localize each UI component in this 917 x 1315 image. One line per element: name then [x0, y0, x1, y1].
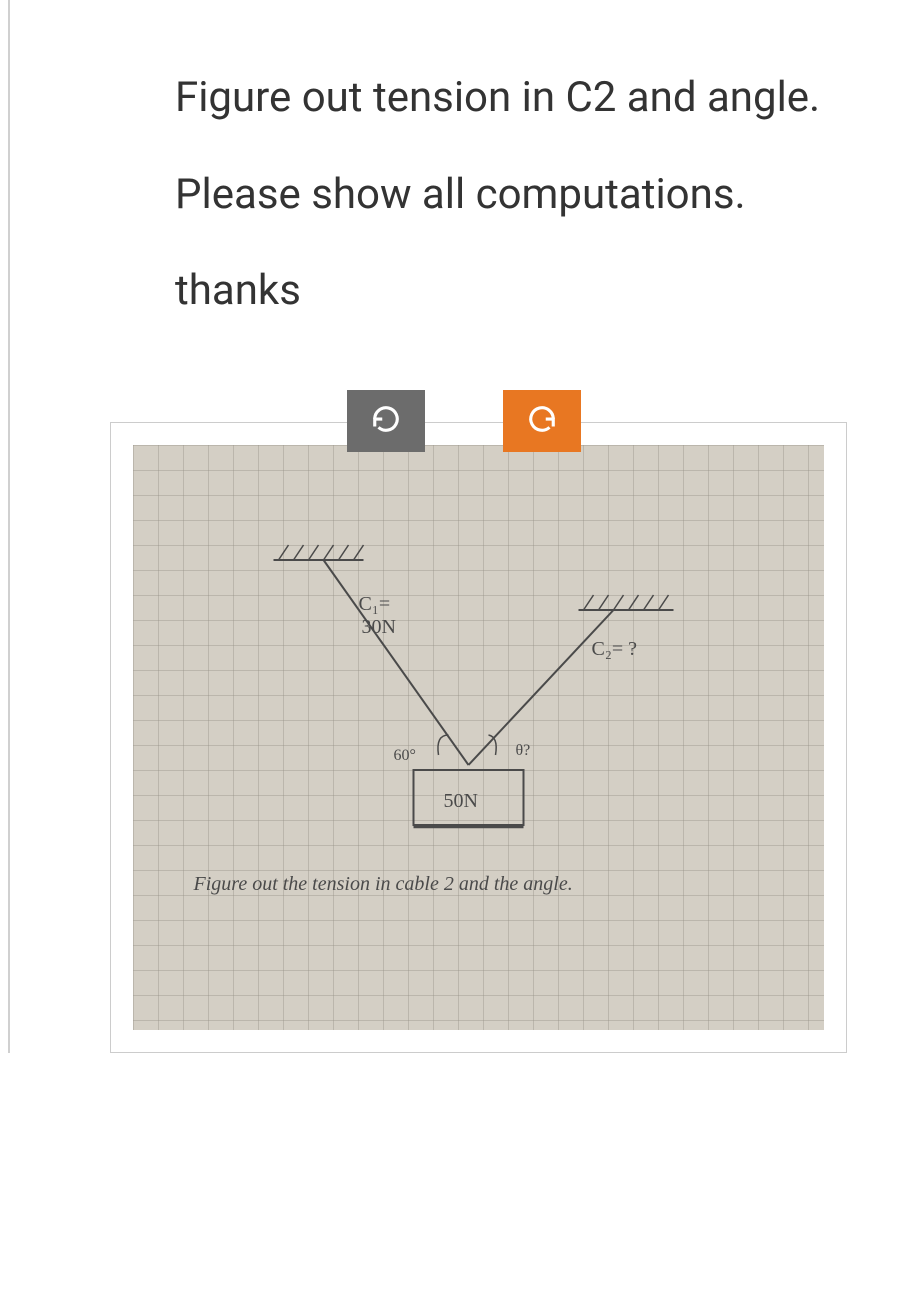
angle-60: 60°	[394, 747, 416, 764]
undo-icon	[371, 404, 401, 437]
c1-value: 30N	[362, 616, 396, 638]
redo-button[interactable]	[503, 390, 581, 452]
button-row	[10, 380, 917, 452]
weight-label: 50N	[444, 790, 478, 812]
question-text: Figure out tension in C2 and angle. Plea…	[10, 50, 917, 380]
c2-label: C₂= ?	[592, 638, 638, 660]
sketch-caption: Figure out the tension in cable 2 and th…	[193, 873, 573, 895]
image-frame: C₁= 30N C₂= ? 60° θ? 50N Figure out the …	[110, 422, 847, 1053]
angle-theta: θ?	[516, 742, 531, 759]
undo-button[interactable]	[347, 390, 425, 452]
redo-icon	[527, 404, 557, 437]
physics-sketch: C₁= 30N C₂= ? 60° θ? 50N Figure out the …	[133, 445, 824, 1030]
main-container: Figure out tension in C2 and angle. Plea…	[8, 0, 917, 1053]
graph-paper: C₁= 30N C₂= ? 60° θ? 50N Figure out the …	[133, 445, 824, 1030]
c1-label: C₁=	[359, 593, 391, 615]
